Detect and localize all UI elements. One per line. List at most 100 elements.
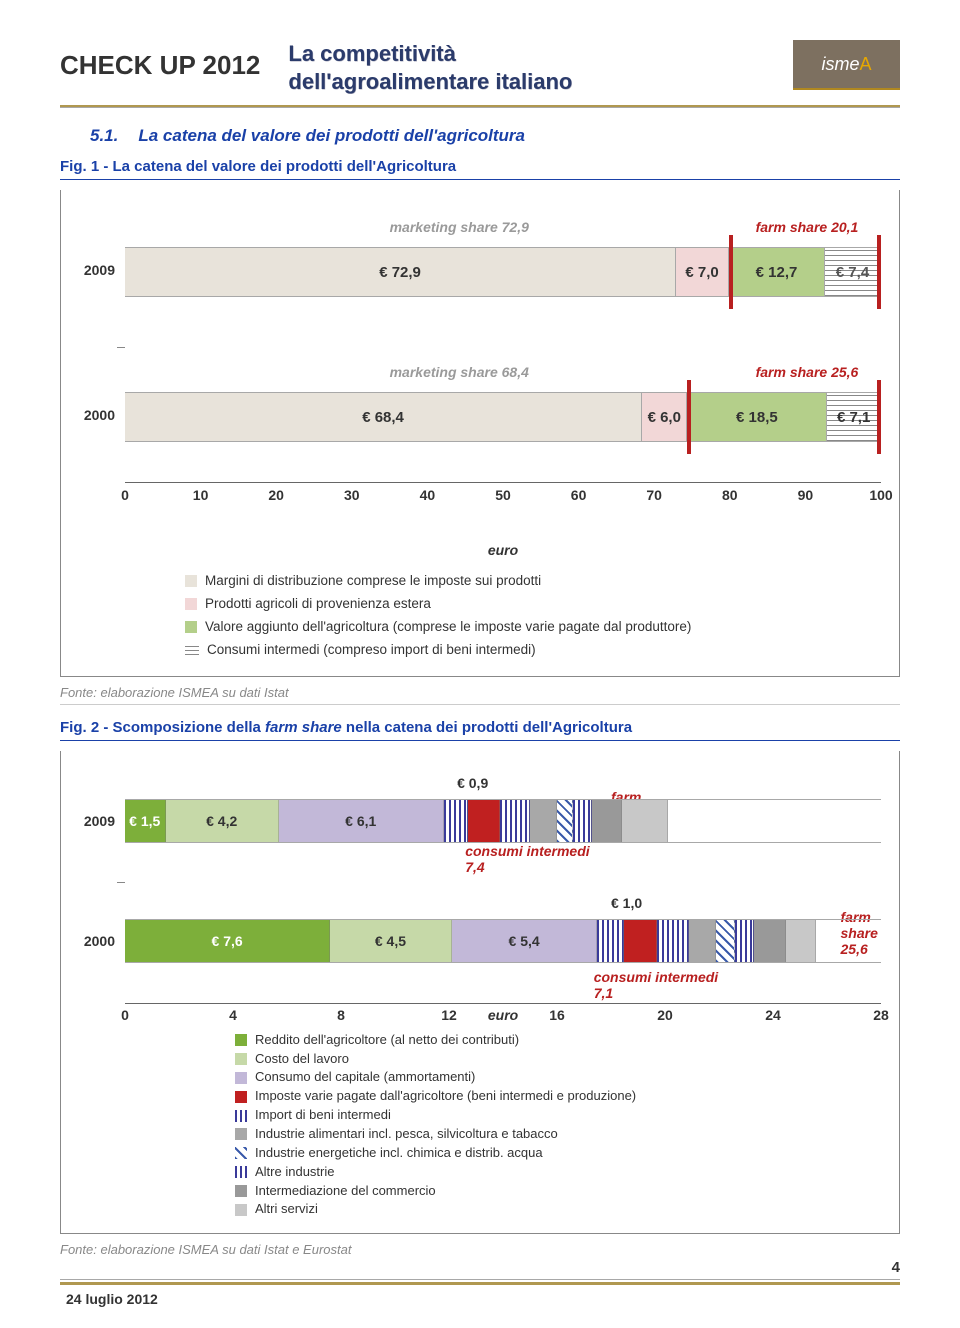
legend-label: Consumo del capitale (ammortamenti)	[255, 1068, 475, 1087]
fig2-segment	[622, 800, 668, 842]
fig2-xtick: 8	[337, 1007, 345, 1023]
fig2-segment	[716, 920, 735, 962]
fig1-title: Fig. 1 - La catena del valore dei prodot…	[60, 158, 900, 180]
legend-swatch	[235, 1185, 247, 1197]
fig1-xtick: 30	[344, 487, 360, 503]
fig1-ylabel: 2009	[75, 262, 115, 278]
legend-label: Margini di distribuzione comprese le imp…	[205, 570, 541, 593]
header-rule	[60, 105, 900, 108]
legend-swatch	[235, 1147, 247, 1159]
fig2-xtick: 28	[873, 1007, 889, 1023]
fig1-segment: € 7,4	[825, 248, 881, 296]
legend-label: Costo del lavoro	[255, 1050, 349, 1069]
fig1-segment: € 72,9	[125, 248, 676, 296]
fig2-segment	[735, 920, 754, 962]
fig2-segment: € 7,6	[125, 920, 330, 962]
legend-label: Imposte varie pagate dall'agricoltore (b…	[255, 1087, 636, 1106]
fig2-legend: Reddito dell'agricoltore (al netto dei c…	[235, 1031, 881, 1219]
legend-label: Industrie alimentari incl. pesca, silvic…	[255, 1125, 558, 1144]
legend-swatch	[235, 1091, 247, 1103]
legend-swatch	[235, 1053, 247, 1065]
fig1-source: Fonte: elaborazione ISMEA su dati Istat	[60, 677, 900, 705]
fig2-segment	[592, 800, 622, 842]
section-heading: 5.1.La catena del valore dei prodotti de…	[90, 126, 900, 146]
fig1-chart: 2009marketing share 72,9farm share 20,1€…	[60, 190, 900, 677]
legend-swatch	[185, 575, 197, 587]
fig1-xtick: 60	[571, 487, 587, 503]
fig2-xtick: 24	[765, 1007, 781, 1023]
fig1-xtick: 50	[495, 487, 511, 503]
legend-swatch	[185, 598, 197, 610]
legend-label: Prodotti agricoli di provenienza estera	[205, 593, 431, 616]
fig2-xtick: 16	[549, 1007, 565, 1023]
legend-swatch	[185, 645, 199, 655]
fig1-segment: € 7,0	[676, 248, 729, 296]
fig1-xtick: 70	[646, 487, 662, 503]
doc-subtitle: La competitività dell'agroalimentare ita…	[288, 40, 572, 95]
fig2-segment	[786, 920, 816, 962]
legend-swatch	[235, 1128, 247, 1140]
fig2-segment: € 5,4	[452, 920, 598, 962]
fig2-xtick: 12	[441, 1007, 457, 1023]
fig1-xtick: 90	[798, 487, 814, 503]
fig2-segment	[468, 800, 500, 842]
doc-title: CHECK UP 2012	[60, 40, 260, 81]
footer-date: 24 luglio 2012	[66, 1291, 900, 1307]
legend-label: Valore aggiunto dell'agricoltura (compre…	[205, 616, 691, 639]
fig2-segment	[754, 920, 786, 962]
legend-swatch	[235, 1166, 247, 1178]
fig1-xlabel: euro	[125, 542, 881, 558]
fig2-xtick: 4	[229, 1007, 237, 1023]
legend-label: Consumi intermedi (compreso import di be…	[207, 639, 536, 662]
fig2-segment: € 4,2	[166, 800, 279, 842]
fig2-segment	[597, 920, 624, 962]
fig2-xtick: 0	[121, 1007, 129, 1023]
fig1-xtick: 0	[121, 487, 129, 503]
fig1-segment: € 18,5	[687, 393, 827, 441]
page-number: 4	[892, 1259, 900, 1276]
fig2-segment	[530, 800, 557, 842]
fig2-segment	[657, 920, 689, 962]
legend-label: Altre industrie	[255, 1163, 334, 1182]
fig1-xtick: 40	[420, 487, 436, 503]
fig2-chart: 2009€ 0,9farmshare20,1€ 1,5€ 4,2€ 6,1con…	[60, 751, 900, 1234]
fig2-ylabel: 2009	[75, 813, 115, 829]
legend-label: Intermediazione del commercio	[255, 1182, 436, 1201]
fig1-xtick: 20	[268, 487, 284, 503]
legend-swatch	[235, 1072, 247, 1084]
fig2-segment	[444, 800, 468, 842]
fig2-xtick: 20	[657, 1007, 673, 1023]
fig1-segment: € 12,7	[729, 248, 825, 296]
fig1-segment: € 6,0	[642, 393, 687, 441]
fig2-segment: € 6,1	[279, 800, 444, 842]
legend-label: Import di beni intermedi	[255, 1106, 391, 1125]
fig2-segment	[557, 800, 573, 842]
fig1-legend: Margini di distribuzione comprese le imp…	[185, 570, 881, 662]
fig2-source: Fonte: elaborazione ISMEA su dati Istat …	[60, 1234, 900, 1261]
fig2-segment: € 4,5	[330, 920, 452, 962]
fig1-segment: € 7,1	[827, 393, 881, 441]
fig1-segment: € 68,4	[125, 393, 642, 441]
fig2-ylabel: 2000	[75, 933, 115, 949]
fig2-segment	[500, 800, 530, 842]
legend-swatch	[235, 1034, 247, 1046]
page-footer: 4 24 luglio 2012	[60, 1279, 900, 1307]
legend-swatch	[185, 621, 197, 633]
legend-label: Altri servizi	[255, 1200, 318, 1219]
fig2-xlabel: euro	[488, 1007, 518, 1023]
page-header: CHECK UP 2012 La competitività dell'agro…	[60, 40, 900, 95]
legend-label: Reddito dell'agricoltore (al netto dei c…	[255, 1031, 519, 1050]
legend-swatch	[235, 1110, 247, 1122]
fig1-xtick: 80	[722, 487, 738, 503]
ismea-logo: ismeA	[793, 40, 900, 90]
fig1-xtick: 100	[869, 487, 892, 503]
legend-swatch	[235, 1204, 247, 1216]
fig2-segment: € 1,5	[125, 800, 166, 842]
fig2-title: Fig. 2 - Scomposizione della farm share …	[60, 719, 900, 741]
fig1-xtick: 10	[193, 487, 209, 503]
legend-label: Industrie energetiche incl. chimica e di…	[255, 1144, 543, 1163]
fig2-segment	[689, 920, 716, 962]
fig2-segment	[573, 800, 592, 842]
fig1-ylabel: 2000	[75, 407, 115, 423]
fig2-segment	[624, 920, 656, 962]
